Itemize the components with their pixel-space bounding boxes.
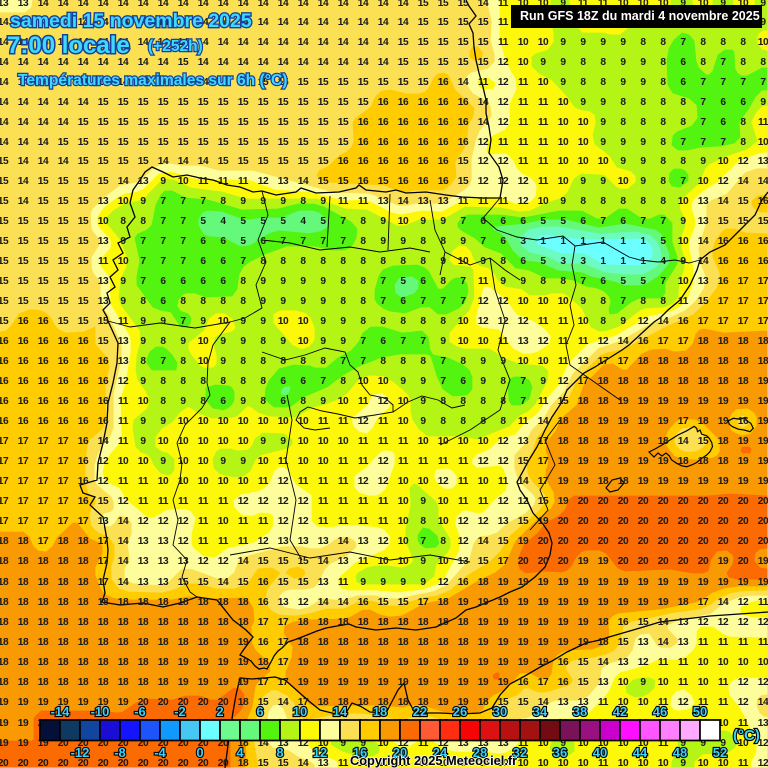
- svg-text:(°C): (°C): [733, 727, 760, 744]
- svg-text:48: 48: [673, 745, 687, 760]
- svg-text:4: 4: [236, 745, 244, 760]
- svg-text:16: 16: [353, 745, 367, 760]
- svg-text:-4: -4: [154, 745, 166, 760]
- svg-text:0: 0: [196, 745, 203, 760]
- svg-text:-10: -10: [91, 704, 110, 719]
- svg-text:8: 8: [276, 745, 283, 760]
- svg-text:14: 14: [333, 704, 348, 719]
- svg-text:-8: -8: [114, 745, 126, 760]
- svg-text:42: 42: [613, 704, 627, 719]
- svg-text:38: 38: [573, 704, 587, 719]
- svg-text:12: 12: [313, 745, 327, 760]
- svg-text:36: 36: [553, 745, 567, 760]
- svg-text:22: 22: [413, 704, 427, 719]
- svg-text:18: 18: [373, 704, 387, 719]
- svg-text:samedi 15 novembre 2025: samedi 15 novembre 2025: [10, 10, 252, 32]
- svg-text:28: 28: [473, 745, 487, 760]
- svg-text:Températures maximales sur 6h: Températures maximales sur 6h (°C): [18, 72, 287, 89]
- svg-text:32: 32: [513, 745, 527, 760]
- svg-text:6: 6: [256, 704, 263, 719]
- svg-text:52: 52: [713, 745, 727, 760]
- svg-text:34: 34: [533, 704, 548, 719]
- svg-text:10: 10: [293, 704, 307, 719]
- svg-text:-6: -6: [134, 704, 146, 719]
- svg-text:7:00 locale: 7:00 locale: [7, 32, 130, 59]
- svg-text:26: 26: [453, 704, 467, 719]
- svg-text:-2: -2: [174, 704, 186, 719]
- svg-text:-14: -14: [51, 704, 71, 719]
- svg-text:30: 30: [493, 704, 507, 719]
- svg-text:46: 46: [653, 704, 667, 719]
- svg-text:-12: -12: [71, 745, 90, 760]
- svg-text:40: 40: [593, 745, 607, 760]
- svg-text:44: 44: [633, 745, 648, 760]
- svg-text:20: 20: [393, 745, 407, 760]
- svg-text:2: 2: [216, 704, 223, 719]
- svg-text:24: 24: [433, 745, 448, 760]
- svg-text:50: 50: [693, 704, 707, 719]
- svg-text:(+252h): (+252h): [148, 38, 203, 55]
